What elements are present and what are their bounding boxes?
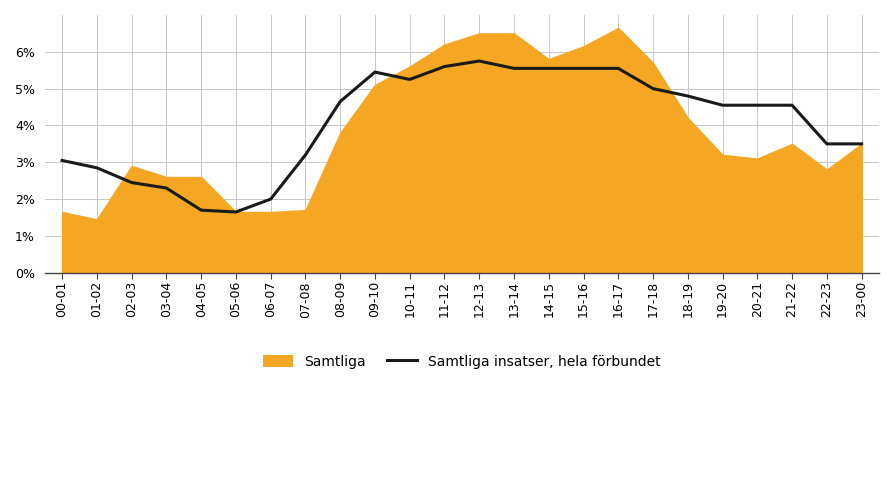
Legend: Samtliga, Samtliga insatser, hela förbundet: Samtliga, Samtliga insatser, hela förbun… (257, 349, 667, 374)
